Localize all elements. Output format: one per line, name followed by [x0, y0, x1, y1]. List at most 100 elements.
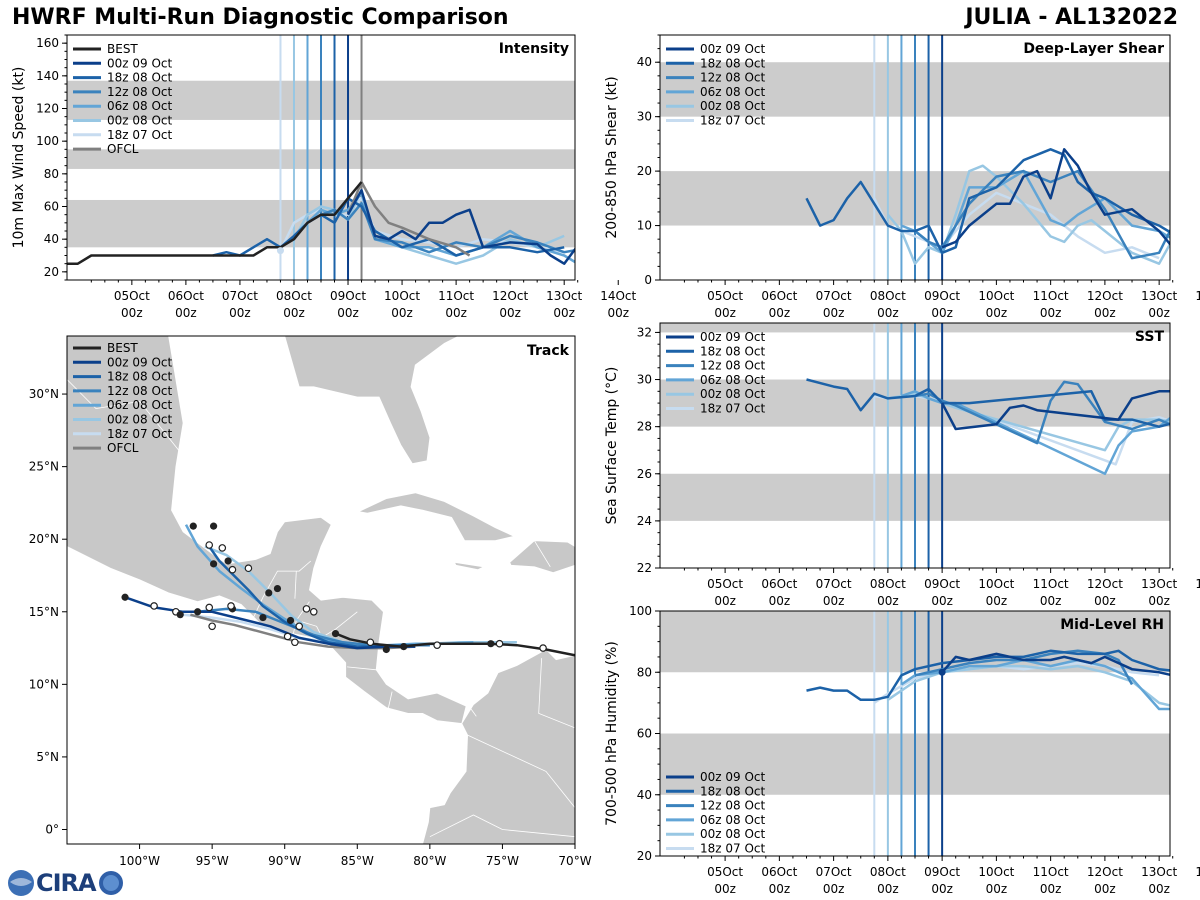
- rh-title: Mid-Level RH: [1060, 617, 1164, 633]
- shear-legend-label-12z-08-oct: 12z 08 Oct: [700, 71, 766, 85]
- track-xtick-label: 80°W: [413, 854, 446, 868]
- shear-xtick-label-day: 07Oct: [816, 289, 852, 303]
- track-ytick-label: 5°N: [36, 750, 59, 764]
- track-legend-label-00z-09-oct: 00z 09 Oct: [107, 355, 173, 369]
- intensity-xtick-label-day: 11Oct: [438, 289, 474, 303]
- intensity-xtick-label-hour: 00z: [553, 306, 575, 320]
- track-dot-18z-07-oct: [495, 639, 504, 648]
- rh-legend-label-18z-07-oct: 18z 07 Oct: [700, 842, 766, 856]
- sst-title: SST: [1135, 329, 1165, 345]
- shear-xtick-label-day: 12Oct: [1087, 289, 1123, 303]
- sst-ytick-label: 32: [637, 325, 652, 339]
- intensity-series-18z-08-oct: [212, 197, 565, 257]
- shear-series-18z-08-oct: [805, 148, 1170, 255]
- sst-panel: 22 24 26 28 30 32 05Oct 00z 06Oct 00z 07Oct 00z 08Oc…: [604, 322, 1200, 608]
- sst-xtick-label-hour: 00z: [823, 594, 845, 608]
- shear-xtick-label-day: 11Oct: [1033, 289, 1069, 303]
- track-dot-00z-08-oct: [244, 564, 253, 573]
- track-dot-ofcl: [291, 638, 299, 647]
- border-8: [468, 705, 477, 717]
- sst-legend-label-00z-09-oct: 00z 09 Oct: [700, 330, 766, 344]
- shear-ytick-label: 40: [637, 55, 652, 69]
- intensity-xtick-label-hour: 00z: [121, 306, 143, 320]
- rh-legend-label-06z-08-oct: 06z 08 Oct: [700, 813, 766, 827]
- rh-xtick-label-day: 12Oct: [1087, 865, 1123, 879]
- rh-panel: 20 40 60 80 100 05Oct 00z 06Oct 00z 07Oct 00z 08Oct…: [604, 604, 1200, 896]
- intensity-xtick-label-day: 08Oct: [276, 289, 312, 303]
- rh-xtick-label-day: 13Oct: [1141, 865, 1177, 879]
- border-0: [67, 379, 181, 453]
- land-4: [453, 561, 485, 571]
- rh-xtick-label-hour: 00z: [823, 882, 845, 896]
- track-dot-best: [331, 629, 340, 638]
- sst-xtick-label-hour: 00z: [877, 594, 899, 608]
- sst-ytick-label: 26: [637, 467, 652, 481]
- track-dot-18z-07-oct: [208, 622, 216, 631]
- intensity-legend-label-best: BEST: [107, 42, 138, 56]
- shear-xtick-label-day: 09Oct: [924, 289, 960, 303]
- shear-ytick-label: 30: [637, 110, 652, 124]
- track-dot-00z-08-oct: [302, 605, 311, 613]
- track-frame: [66, 335, 576, 845]
- intensity-title: Intensity: [499, 41, 569, 57]
- track-dot-12z-08-oct: [194, 608, 202, 616]
- intensity-legend-label-06z-08-oct: 06z 08 Oct: [107, 99, 173, 113]
- track-xtick-label: 90°W: [268, 854, 301, 868]
- sst-xtick-label-day: 06Oct: [761, 577, 797, 591]
- track-dot-ofcl: [382, 645, 390, 654]
- shear-legend-label-18z-07-oct: 18z 07 Oct: [700, 114, 766, 128]
- sst-xtick-label-day: 07Oct: [816, 577, 852, 591]
- sst-xtick-label-hour: 00z: [931, 594, 953, 608]
- rh-series-12z-08-oct: [914, 649, 1134, 686]
- land-6: [616, 562, 639, 568]
- shear-series-00z-09-oct: [941, 148, 1170, 249]
- rh-xtick-label-day: 10Oct: [978, 865, 1014, 879]
- shear-legend-label-06z-08-oct: 06z 08 Oct: [700, 85, 766, 99]
- sst-xtick-label-day: 08Oct: [870, 577, 906, 591]
- track-legend-label-00z-08-oct: 00z 08 Oct: [107, 413, 173, 427]
- intensity-ytick-label: 80: [44, 167, 59, 181]
- rh-xtick-label-hour: 00z: [986, 882, 1008, 896]
- land-1: [284, 336, 460, 465]
- track-dot-06z-08-oct: [309, 607, 318, 616]
- rh-ylabel: 700-500 hPa Humidity (%): [604, 641, 620, 826]
- shear-xtick-label-hour: 00z: [714, 306, 736, 320]
- track-legend-label-ofcl: OFCL: [107, 441, 139, 455]
- track-xtick-label: 85°W: [341, 854, 374, 868]
- shear-legend-label-18z-08-oct: 18z 08 Oct: [700, 56, 766, 70]
- rh-xtick-label-day: 14Oct: [1195, 865, 1200, 879]
- sst-legend-label-18z-07-oct: 18z 07 Oct: [700, 402, 766, 416]
- shear-xtick-label-hour: 00z: [1148, 306, 1170, 320]
- shear-xtick-label-hour: 00z: [1094, 306, 1116, 320]
- sst-xtick-label-day: 05Oct: [707, 577, 743, 591]
- intensity-ytick-label: 100: [36, 134, 59, 148]
- track-dot-00z-09-oct: [227, 602, 235, 610]
- intensity-xtick-label-hour: 00z: [337, 306, 359, 320]
- track-ytick-label: 25°N: [29, 460, 59, 474]
- sst-series-00z-09-oct: [940, 390, 1170, 431]
- track-dot-18z-08-oct: [265, 589, 273, 597]
- rh-xtick-label-day: 08Oct: [870, 865, 906, 879]
- rh-xtick-label-hour: 00z: [1040, 882, 1062, 896]
- intensity-xtick-label-day: 09Oct: [330, 289, 366, 303]
- track-dot-00z-09-oct: [121, 593, 129, 601]
- border-1: [252, 560, 312, 620]
- track-dot-06z-08-oct: [224, 557, 232, 565]
- track-dot-18z-08-oct: [209, 560, 218, 568]
- track-ytick-label: 30°N: [29, 387, 59, 401]
- intensity-ytick-label: 160: [36, 36, 59, 50]
- sst-ytick-label: 22: [637, 561, 652, 575]
- border-6: [347, 666, 377, 671]
- border-2: [294, 571, 297, 599]
- rh-xtick-label-hour: 00z: [714, 882, 736, 896]
- sst-xtick-label-day: 09Oct: [924, 577, 960, 591]
- intensity-xtick-label-day: 05Oct: [114, 289, 150, 303]
- intensity-legend-label-18z-07-oct: 18z 07 Oct: [107, 128, 173, 142]
- track-panel: 100°W 95°W 90°W 85°W 80°W 75°W 70°W 0° 5°N 10°N 15…: [29, 335, 639, 868]
- intensity-init-dot: [276, 247, 284, 255]
- intensity-xtick-label-hour: 00z: [175, 306, 197, 320]
- rh-series-00z-09-oct: [941, 652, 1170, 677]
- shear-ylabel: 200-850 hPa Shear (kt): [604, 76, 620, 238]
- intensity-panel: 20 40 60 80 100 120 140 160 05Oct 00z 06Oct 00z 07Oc…: [11, 34, 637, 320]
